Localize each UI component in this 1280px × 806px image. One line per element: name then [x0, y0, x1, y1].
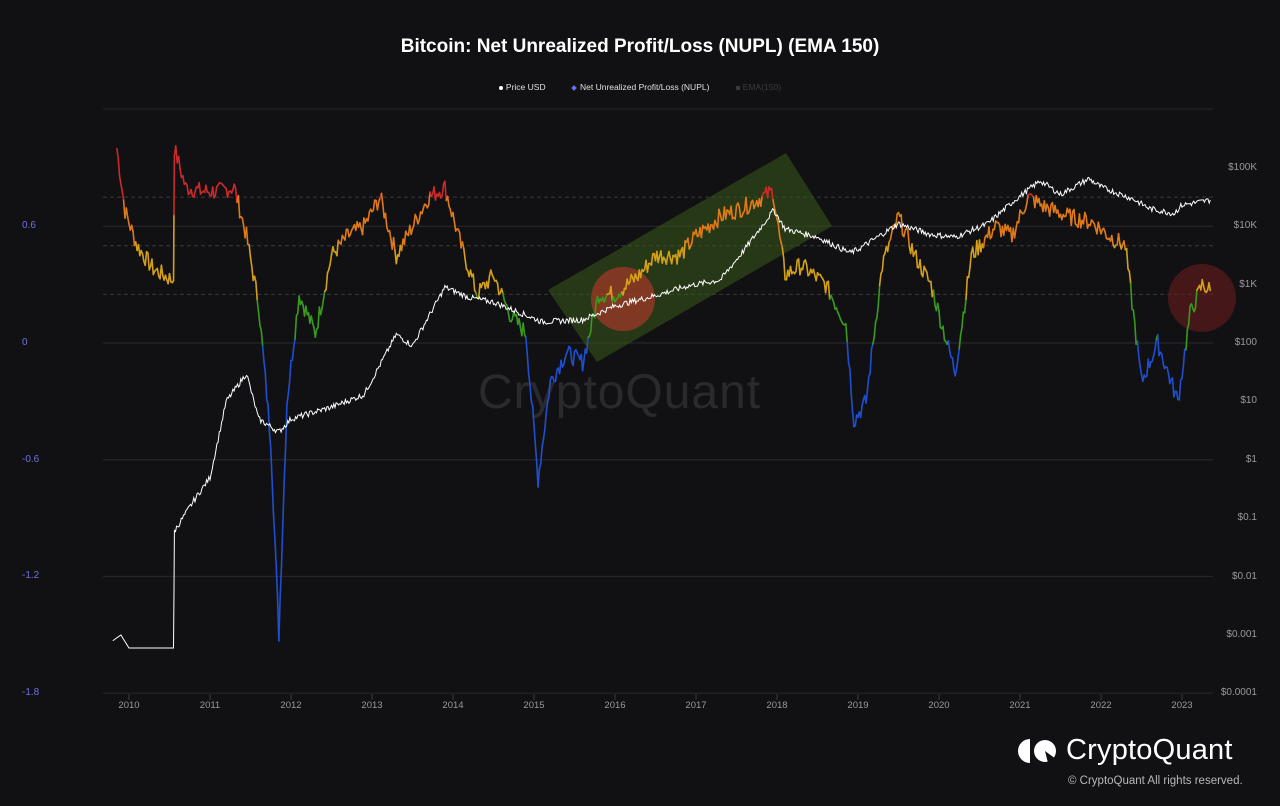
x-axis-tick: 2011: [199, 700, 221, 711]
x-axis-tick: 2019: [847, 700, 869, 711]
right-axis-tick: $10: [1240, 395, 1257, 407]
x-axis-tick: 2021: [1009, 700, 1031, 711]
right-axis-tick: $1: [1245, 453, 1257, 465]
legend-item-price[interactable]: Price USD: [498, 82, 546, 92]
right-axis-tick: $100: [1234, 337, 1257, 348]
left-axis-tick: 0: [22, 337, 28, 348]
right-axis-tick: $0.01: [1231, 570, 1257, 582]
legend-item-nupl[interactable]: Net Unrealized Profit/Loss (NUPL): [571, 82, 709, 92]
x-axis-tick: 2014: [442, 700, 464, 711]
left-axis-tick: 0.6: [22, 220, 36, 232]
price-line: [112, 176, 1211, 649]
copyright-text: © CryptoQuant All rights reserved.: [1068, 775, 1243, 787]
x-axis-tick: 2015: [523, 700, 545, 711]
cryptoquant-logo-icon: [1018, 738, 1056, 763]
legend-item-ema[interactable]: EMA(150): [735, 82, 781, 92]
right-axis-tick: $100K: [1228, 161, 1257, 173]
x-axis-tick: 2017: [685, 700, 707, 711]
x-axis-tick: 2023: [1171, 700, 1193, 711]
x-axis-tick: 2016: [604, 700, 626, 711]
x-axis-tick: 2010: [118, 700, 140, 711]
right-axis-tick: $1K: [1239, 278, 1257, 290]
watermark: CryptoQuant: [478, 366, 762, 419]
left-axis-tick: -0.6: [22, 453, 40, 465]
left-axis-tick: -1.8: [22, 687, 40, 699]
circle-marker-icon: [498, 85, 503, 90]
x-axis-tick: 2013: [361, 700, 383, 711]
annotation-circle: [1168, 264, 1236, 332]
right-axis-tick: $0.0001: [1220, 687, 1257, 699]
brand-name: CryptoQuant: [1066, 734, 1233, 766]
x-axis-tick: 2018: [766, 700, 788, 711]
annotation-circle: [591, 267, 655, 331]
right-axis-tick: $0.001: [1226, 629, 1257, 640]
x-axis-tick: 2012: [280, 700, 302, 711]
square-marker-icon: [735, 85, 740, 90]
right-axis-tick: $10K: [1233, 220, 1257, 232]
x-axis-tick: 2022: [1090, 700, 1112, 711]
left-axis-tick: -1.2: [22, 570, 40, 582]
right-axis-tick: $0.1: [1237, 512, 1257, 524]
x-axis-tick: 2020: [928, 700, 950, 711]
chart-legend: Price USD Net Unrealized Profit/Loss (NU…: [0, 82, 1280, 92]
brand-logo: CryptoQuant: [1018, 734, 1233, 767]
chart-title: Bitcoin: Net Unrealized Profit/Loss (NUP…: [400, 36, 880, 57]
